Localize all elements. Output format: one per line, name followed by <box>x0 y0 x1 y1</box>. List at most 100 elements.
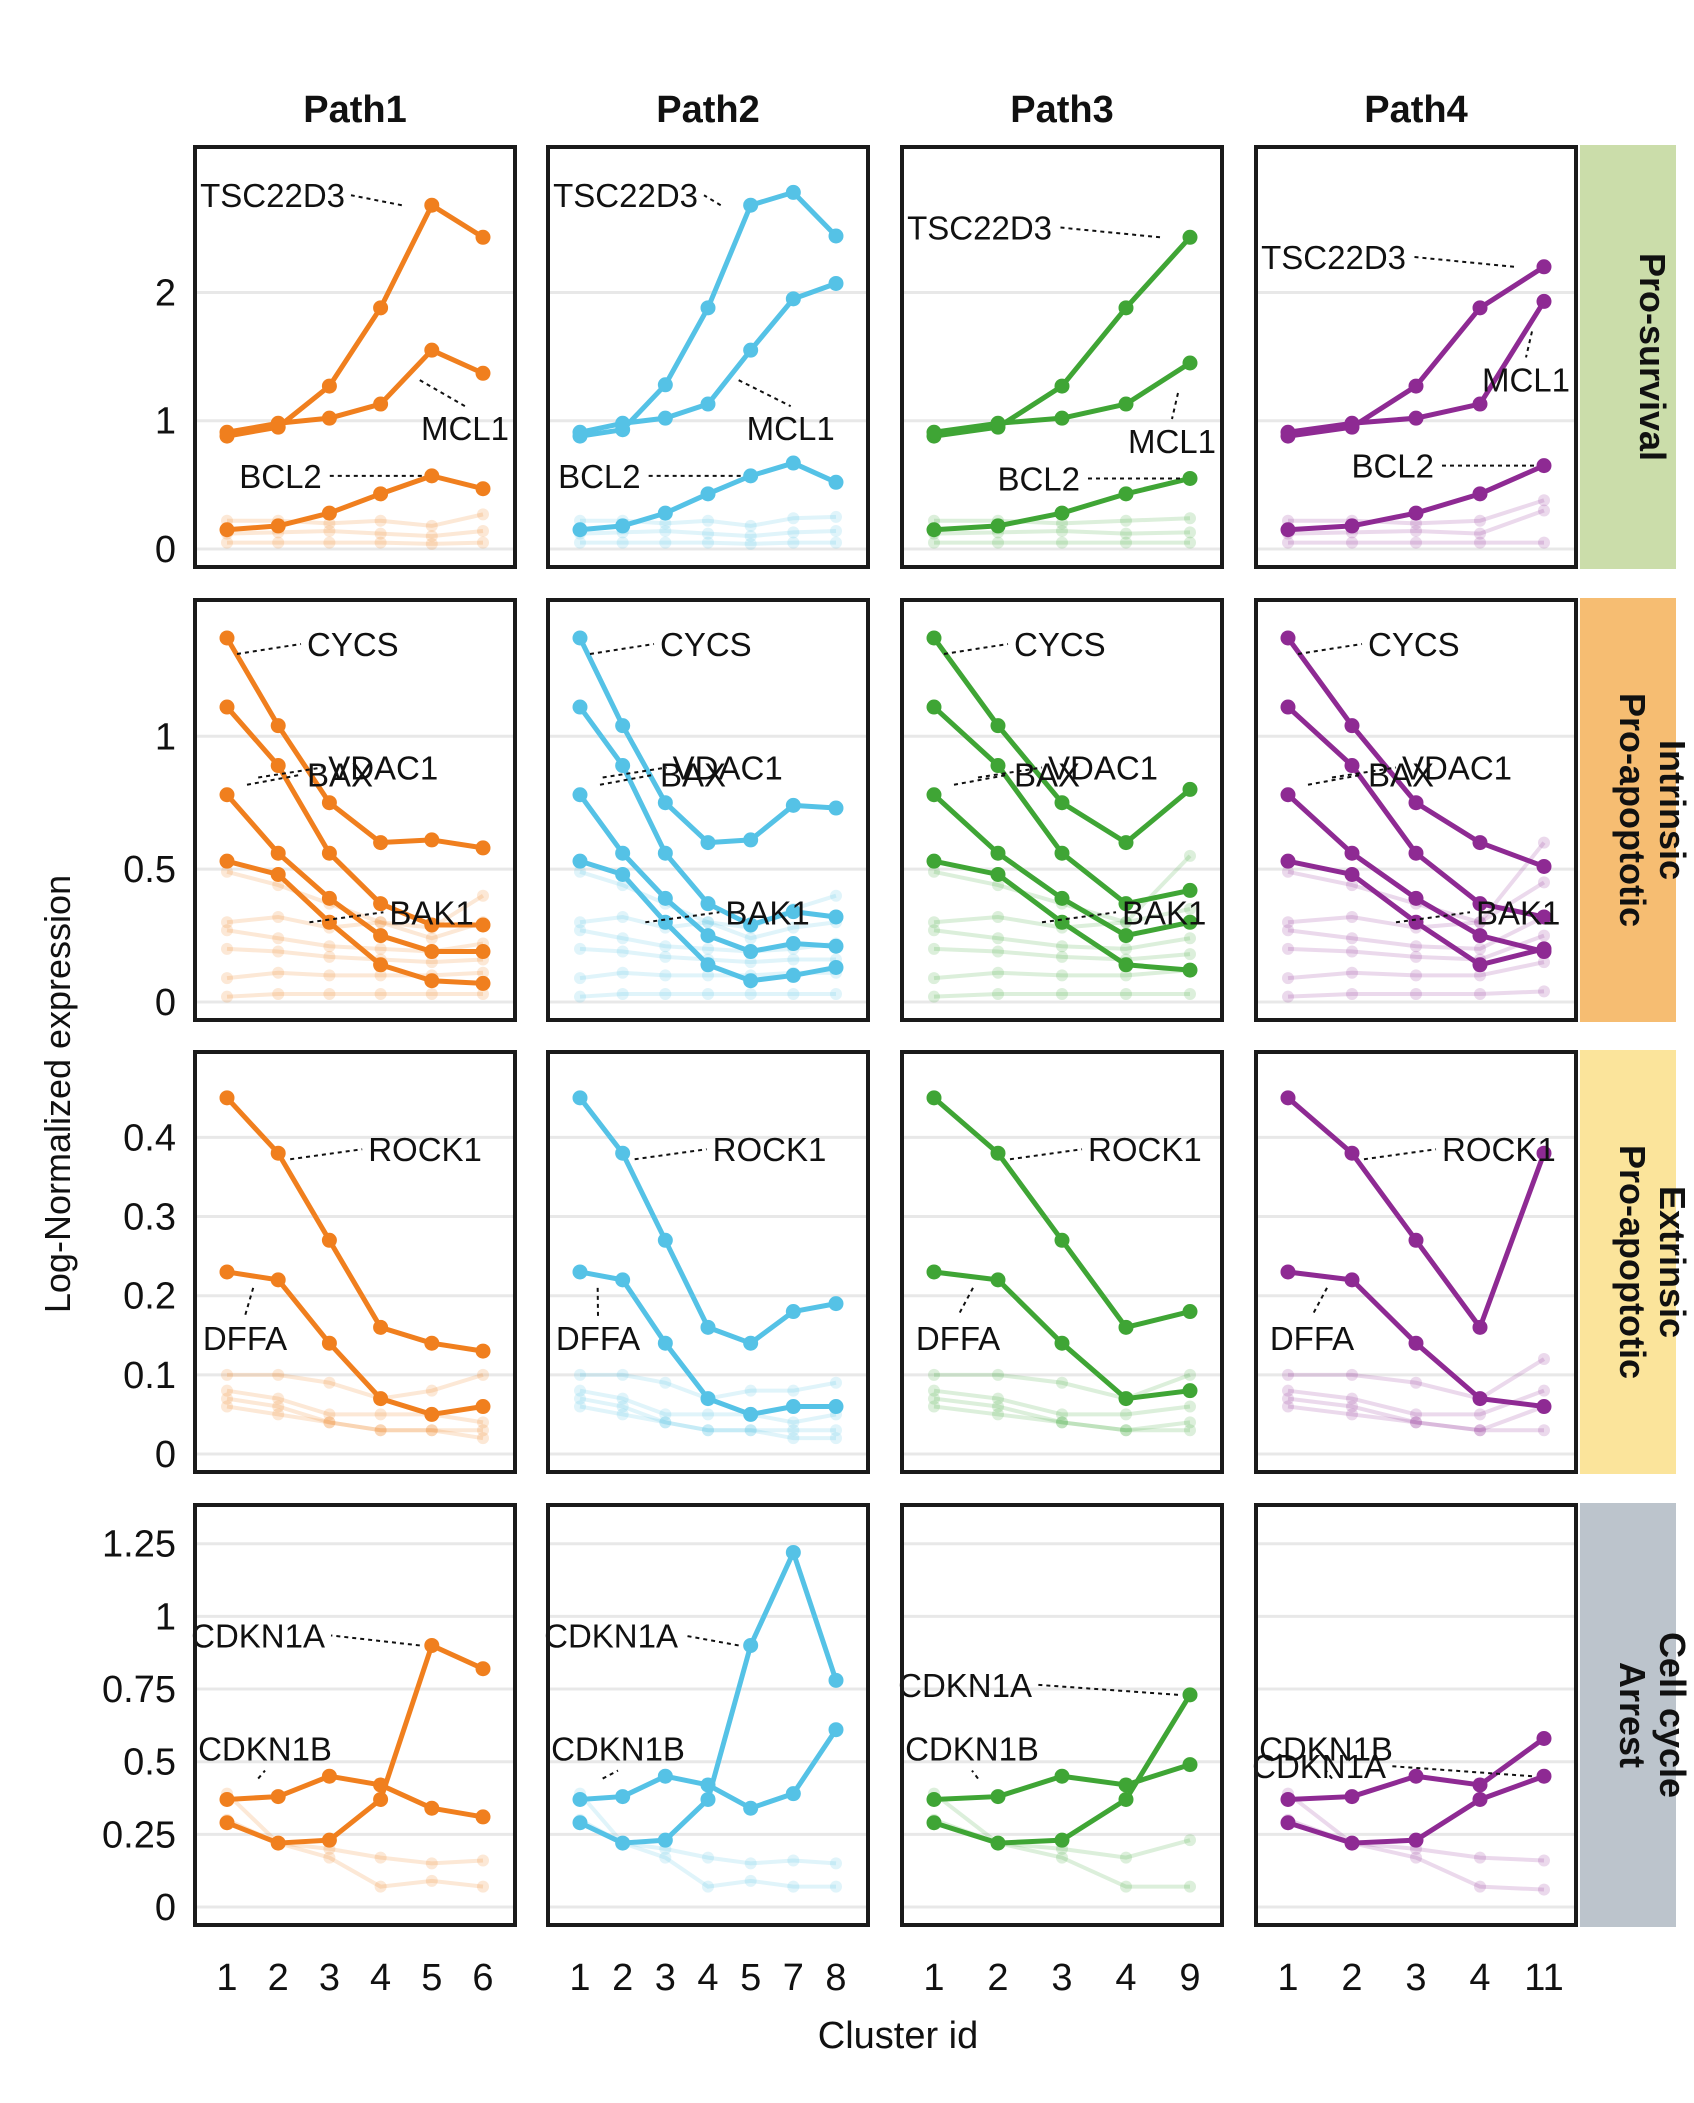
series-point-dffa <box>615 1272 630 1287</box>
callout-leader-line <box>603 768 667 778</box>
series-point-dffa <box>322 1336 337 1351</box>
background-series-point <box>477 890 489 902</box>
x-tick-label: 3 <box>1051 1957 1072 1999</box>
background-series-point <box>1538 1855 1550 1867</box>
series-point-cdkn1a <box>786 1545 801 1560</box>
series-point-cycs <box>1537 859 1552 874</box>
series-point-dffa <box>220 1264 235 1279</box>
series-point-rock1 <box>322 1233 337 1248</box>
background-series-point <box>1056 940 1068 952</box>
series-point-cdkn1b <box>615 1789 630 1804</box>
y-tick-label: 2 <box>155 272 176 314</box>
series-point-bak1 <box>615 867 630 882</box>
callout-label: ROCK1 <box>1442 1131 1556 1168</box>
background-series-point <box>830 511 842 523</box>
callout-label: CYCS <box>660 626 752 663</box>
background-series-point <box>1184 512 1196 524</box>
background-series-point <box>1538 505 1550 517</box>
background-series-point <box>830 1432 842 1444</box>
background-series-point <box>787 1385 799 1397</box>
background-series-point <box>659 940 671 952</box>
background-series-point <box>574 972 586 984</box>
background-series-point <box>574 537 586 549</box>
background-series-point <box>787 953 799 965</box>
series-point-cdkn1b <box>829 1722 844 1737</box>
background-series-point <box>617 967 629 979</box>
background-series-line <box>227 1794 483 1864</box>
series-point-bcl2 <box>991 518 1006 533</box>
series-point-bax <box>743 944 758 959</box>
background-series-point <box>375 1408 387 1420</box>
series-point-cdkn1a <box>743 1638 758 1653</box>
series-point-bak1 <box>1055 915 1070 930</box>
x-tick-label: 2 <box>987 1957 1008 1999</box>
background-series-point <box>1056 1852 1068 1864</box>
series-point-cycs <box>1345 718 1360 733</box>
background-series-point <box>323 1416 335 1428</box>
series-point-cycs <box>322 795 337 810</box>
background-series-point <box>1184 1424 1196 1436</box>
series-point-cycs <box>615 718 630 733</box>
background-series-point <box>617 946 629 958</box>
callout-leader-line <box>603 1771 618 1779</box>
series-point-cdkn1a <box>1119 1792 1134 1807</box>
series-point-dffa <box>1537 1399 1552 1414</box>
callout-leader-line <box>1312 1288 1327 1316</box>
background-series-point <box>426 1424 438 1436</box>
y-tick-label: 0 <box>155 1434 176 1476</box>
callout-leader-line <box>1526 331 1532 357</box>
background-series-line <box>227 531 483 536</box>
row-strip-label: Arrest <box>1612 1662 1653 1768</box>
background-series-point <box>745 520 757 532</box>
column-header-path1: Path1 <box>303 89 406 131</box>
background-series-point <box>1282 991 1294 1003</box>
series-point-cdkn1b <box>927 1792 942 1807</box>
callout-leader-line <box>247 775 301 785</box>
y-tick-label: 0.3 <box>123 1197 176 1239</box>
background-series-line <box>227 994 483 997</box>
y-tick-label: 0.5 <box>123 1742 176 1784</box>
y-tick-label: 0.25 <box>102 1814 176 1856</box>
series-point-tsc22d3 <box>786 185 801 200</box>
background-series-point <box>1346 537 1358 549</box>
background-series-point <box>323 969 335 981</box>
background-series-point <box>659 1416 671 1428</box>
background-series-point <box>617 1408 629 1420</box>
background-series-point <box>745 988 757 1000</box>
x-tick-label: 7 <box>783 1957 804 1999</box>
callout-leader-line <box>1058 227 1160 237</box>
series-point-cycs <box>1473 835 1488 850</box>
callout-leader-line <box>290 1149 362 1159</box>
callout-label: CDKN1B <box>551 1731 685 1768</box>
series-point-cycs <box>1281 630 1296 645</box>
callout-leader-line <box>972 1771 978 1779</box>
series-point-vdac1 <box>220 700 235 715</box>
background-series-point <box>1474 1881 1486 1893</box>
background-series-point <box>1538 537 1550 549</box>
series-point-tsc22d3 <box>1537 259 1552 274</box>
background-series-point <box>659 988 671 1000</box>
y-tick-label: 0.75 <box>102 1669 176 1711</box>
series-point-rock1 <box>786 1304 801 1319</box>
background-series-point <box>702 1852 714 1864</box>
callout-label: BAX <box>660 757 726 794</box>
series-point-cycs <box>991 718 1006 733</box>
callout-label: BCL2 <box>558 458 641 495</box>
callout-label: CYCS <box>307 626 399 663</box>
series-point-tsc22d3 <box>424 198 439 213</box>
background-series-point <box>1120 1852 1132 1864</box>
background-series-point <box>992 932 1004 944</box>
x-tick-label: 2 <box>612 1957 633 1999</box>
callout-label: MCL1 <box>421 410 509 447</box>
background-series-point <box>928 943 940 955</box>
series-point-cdkn1b <box>476 1809 491 1824</box>
background-series-point <box>1346 1369 1358 1381</box>
background-series-point <box>1538 930 1550 942</box>
series-point-bcl2 <box>743 468 758 483</box>
background-series-point <box>787 537 799 549</box>
background-series-point <box>323 940 335 952</box>
callout-label: BAK1 <box>725 894 809 931</box>
series-point-dffa <box>1183 1383 1198 1398</box>
series-point-cdkn1a <box>658 1833 673 1848</box>
background-series-point <box>426 1857 438 1869</box>
